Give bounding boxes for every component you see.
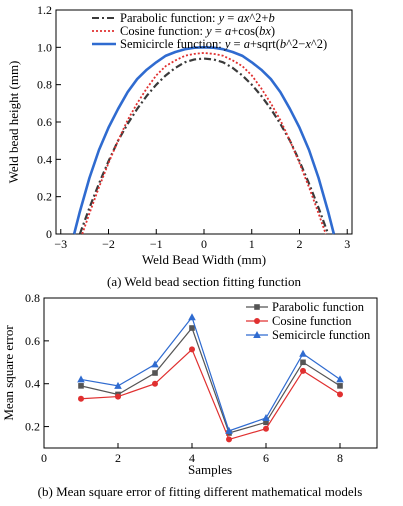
chart-b-legend-label-2: Semicircle function — [272, 328, 371, 342]
chart-b-xtick-label: 2 — [115, 451, 121, 465]
chart-a-series-line-2 — [72, 46, 336, 235]
chart-b-point-2-4 — [225, 426, 233, 434]
chart-a-xtick-label: 0 — [201, 237, 207, 251]
chart-b-series-line-2 — [80, 316, 341, 432]
chart-a-ytick-label: 0.2 — [37, 190, 52, 204]
chart-b-legend-label-1: Cosine function — [272, 314, 352, 328]
chart-a-ytick-label: 0 — [46, 227, 52, 241]
chart-a-series-line-0 — [78, 57, 330, 235]
chart-a-xtick-label: −1 — [150, 237, 163, 251]
chart-a-xtick-label: 3 — [344, 237, 350, 251]
chart-b-xlabel: Samples — [188, 462, 232, 477]
chart-b-mean-square-error: 0 2 4 6 8 0.2 0.4 0.6 0.8 Parabolic functionCosi… — [1, 291, 378, 499]
chart-a-ytick-label: 0.4 — [37, 152, 52, 166]
chart-a-legend: Parabolic function: y = ax^2+b Cosine fu… — [92, 11, 327, 51]
chart-b-point-1-0 — [78, 395, 84, 402]
chart-b-point-2-6 — [299, 349, 307, 357]
chart-b-point-0-0 — [78, 383, 84, 389]
chart-b-legend-marker-0 — [254, 304, 260, 310]
chart-b-point-1-5 — [263, 425, 269, 432]
chart-b-point-0-2 — [152, 370, 158, 376]
chart-b-point-1-2 — [152, 380, 158, 387]
chart-b-point-0-3 — [189, 325, 195, 331]
chart-b-series-line-0 — [80, 326, 341, 434]
chart-a-ylabel: Weld bead height (mm) — [6, 61, 21, 184]
chart-b-point-0-5 — [263, 419, 269, 426]
chart-b-point-2-2 — [151, 360, 159, 368]
chart-b-xtick-label: 8 — [337, 451, 343, 465]
chart-b-legend-marker-2 — [253, 331, 261, 338]
chart-a-xtick-label: −2 — [102, 237, 115, 251]
chart-b-xtick-label: 4 — [189, 451, 195, 465]
chart-a-xtick-label: 1 — [249, 237, 255, 251]
chart-b-point-1-1 — [115, 393, 121, 400]
chart-b-point-2-1 — [114, 381, 122, 389]
legend-cosine-label: Cosine function: y = a+cos(bx) — [120, 24, 275, 38]
chart-a-xtick-label: 2 — [296, 237, 302, 251]
chart-b-plot-frame — [43, 297, 378, 449]
chart-a-xtick-label: −3 — [54, 237, 67, 251]
chart-a-ytick-label: 1.2 — [37, 3, 52, 17]
chart-b-point-2-3 — [188, 313, 196, 321]
chart-b-ytick-label: 0.8 — [25, 291, 40, 305]
chart-a-series — [72, 46, 336, 235]
chart-a-series-line-1 — [81, 52, 327, 235]
chart-b-point-2-5 — [262, 414, 270, 421]
chart-b-ticks: 0 2 4 6 8 0.2 0.4 0.6 0.8 — [25, 291, 343, 465]
chart-b-point-1-7 — [337, 391, 343, 398]
chart-b-series-line-1 — [80, 348, 341, 441]
chart-b-ytick-label: 0.4 — [25, 377, 40, 391]
chart-b-point-0-6 — [300, 359, 306, 366]
chart-a-ticks: −3 −2 −1 0 1 2 3 0 0.2 0.4 0.6 0.8 1.0 1.2 — [37, 3, 350, 251]
chart-b-point-1-6 — [300, 367, 306, 374]
chart-b-series — [77, 313, 344, 443]
chart-a-weld-bead-fitting: −3 −2 −1 0 1 2 3 0 0.2 0.4 0.6 0.8 1.0 1.2 Parabolic … — [6, 3, 353, 289]
chart-b-xtick-label: 6 — [263, 451, 269, 465]
chart-b-legend-label-0: Parabolic function — [272, 300, 365, 314]
legend-semicircle-label: Semicircle function: y = a+sqrt(b^2−x^2) — [120, 37, 327, 51]
chart-b-legend-marker-1 — [254, 318, 260, 324]
chart-b-point-2-7 — [336, 375, 344, 383]
chart-b-ylabel: Mean square error — [1, 325, 16, 421]
chart-b-caption: (b) Mean square error of fitting differe… — [38, 484, 363, 499]
chart-b-point-0-7 — [337, 383, 343, 389]
chart-a-ytick-label: 0.8 — [37, 78, 52, 92]
chart-b-ytick-label: 0.6 — [25, 334, 40, 348]
chart-a-xlabel: Weld Bead Width (mm) — [142, 252, 266, 267]
chart-b-point-1-4 — [226, 436, 232, 443]
chart-a-ytick-label: 1.0 — [37, 40, 52, 54]
chart-b-ytick-label: 0.2 — [25, 420, 40, 434]
chart-b-point-1-3 — [189, 346, 195, 353]
chart-a-caption: (a) Weld bead section fitting function — [107, 274, 302, 289]
chart-b-xtick-label: 0 — [41, 451, 47, 465]
chart-a-ytick-label: 0.6 — [37, 115, 52, 129]
chart-b-point-2-0 — [77, 375, 85, 383]
legend-parabolic-label: Parabolic function: y = ax^2+b — [120, 11, 275, 25]
